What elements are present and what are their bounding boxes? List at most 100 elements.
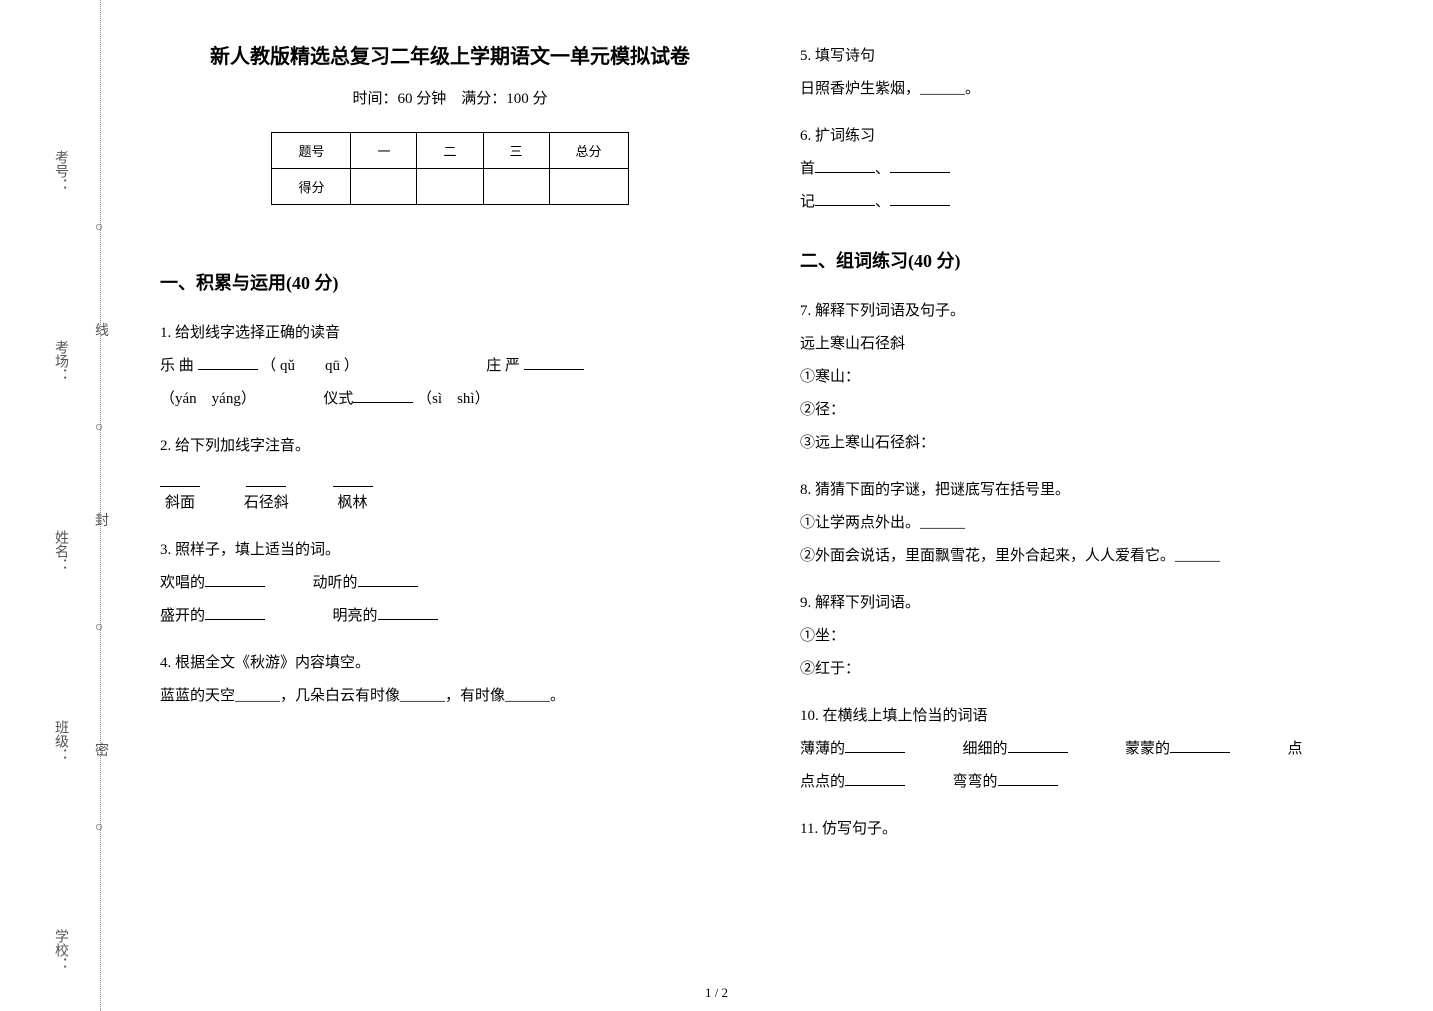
- binding-edge: [60, 0, 140, 1011]
- pinyin-stack: 石径斜: [244, 469, 289, 520]
- binding-label-school: 学校：: [50, 929, 70, 971]
- blank: [890, 191, 950, 206]
- score-cell: [417, 169, 483, 205]
- exam-title: 新人教版精选总复习二年级上学期语文一单元模拟试卷: [160, 40, 740, 69]
- q6-line2: 记、: [800, 186, 1380, 219]
- circle-marker: ○: [95, 420, 103, 436]
- score-cell: [483, 169, 549, 205]
- q2-word: 石径斜: [244, 487, 289, 520]
- q6-line1: 首、: [800, 153, 1380, 186]
- q10-word: 薄薄的: [800, 741, 845, 757]
- score-cell: [549, 169, 628, 205]
- q10-word: 蒙蒙的: [1125, 741, 1170, 757]
- q1-word: 乐 曲: [160, 358, 194, 374]
- blank: [845, 738, 905, 753]
- question-5: 5. 填写诗句 日照香炉生紫烟，______。: [800, 40, 1380, 106]
- question-1: 1. 给划线字选择正确的读音 乐 曲 （ qǔ qū ） 庄 严 （yán yá…: [160, 317, 740, 416]
- score-table: 题号 一 二 三 总分 得分: [271, 132, 628, 205]
- q2-word: 斜面: [165, 487, 195, 520]
- q3-line1: 欢唱的 动听的: [160, 567, 740, 600]
- circle-marker: ○: [95, 220, 103, 236]
- question-8: 8. 猜猜下面的字谜，把谜底写在括号里。 ①让学两点外出。______ ②外面会…: [800, 474, 1380, 573]
- q3-line2: 盛开的 明亮的: [160, 600, 740, 633]
- binding-label-room: 考场：: [50, 340, 70, 382]
- q7-stem: 7. 解释下列词语及句子。: [800, 295, 1380, 328]
- score-col: 三: [483, 133, 549, 169]
- question-4: 4. 根据全文《秋游》内容填空。 蓝蓝的天空______，几朵白云有时像____…: [160, 647, 740, 713]
- page-number: 1 / 2: [705, 985, 728, 1001]
- q5-line: 日照香炉生紫烟，______。: [800, 73, 1380, 106]
- q7-line: ②径：: [800, 394, 1380, 427]
- blank: [378, 605, 438, 620]
- q4-line: 蓝蓝的天空______，几朵白云有时像______，有时像______。: [160, 680, 740, 713]
- blank: [205, 605, 265, 620]
- q1-word: 仪式: [323, 391, 353, 407]
- q1-options: （sì shì）: [417, 391, 490, 407]
- score-col: 一: [351, 133, 417, 169]
- section-heading: 一、积累与运用(40 分): [160, 269, 740, 295]
- q7-line: 远上寒山石径斜: [800, 328, 1380, 361]
- question-10: 10. 在横线上填上恰当的词语 薄薄的 细细的 蒙蒙的 点 点点的 弯弯的: [800, 700, 1380, 799]
- score-row-label: 得分: [272, 169, 351, 205]
- q10-word: 点点的: [800, 774, 845, 790]
- left-column: 新人教版精选总复习二年级上学期语文一单元模拟试卷 时间：60 分钟 满分：100…: [160, 40, 740, 970]
- q6-word: 记: [800, 194, 815, 210]
- q7-line: ①寒山：: [800, 361, 1380, 394]
- question-7: 7. 解释下列词语及句子。 远上寒山石径斜 ①寒山： ②径： ③远上寒山石径斜：: [800, 295, 1380, 460]
- score-col: 题号: [272, 133, 351, 169]
- q10-word: 点: [1288, 741, 1303, 757]
- q7-line: ③远上寒山石径斜：: [800, 427, 1380, 460]
- binding-label-class: 班级：: [50, 720, 70, 762]
- blank: [205, 572, 265, 587]
- question-9: 9. 解释下列词语。 ①坐： ②红于：: [800, 587, 1380, 686]
- pinyin-stack: 枫林: [333, 469, 373, 520]
- table-row: 题号 一 二 三 总分: [272, 133, 628, 169]
- blank: [1170, 738, 1230, 753]
- score-col: 二: [417, 133, 483, 169]
- pinyin-stack: 斜面: [160, 469, 200, 520]
- blank: [998, 771, 1058, 786]
- q10-line2: 点点的 弯弯的: [800, 766, 1380, 799]
- question-6: 6. 扩词练习 首、 记、: [800, 120, 1380, 219]
- q3-word: 动听的: [313, 575, 358, 591]
- dotted-line: [100, 0, 101, 1011]
- q3-word: 盛开的: [160, 608, 205, 624]
- blank: [333, 469, 373, 487]
- blank: [160, 469, 200, 487]
- q1-line2: （yán yáng） 仪式 （sì shì）: [160, 383, 740, 416]
- blank: [524, 355, 584, 370]
- q3-stem: 3. 照样子，填上适当的词。: [160, 534, 740, 567]
- q9-line: ①坐：: [800, 620, 1380, 653]
- binding-label-id: 考号：: [50, 150, 70, 192]
- q2-words: 斜面 石径斜 枫林: [160, 469, 740, 520]
- score-col: 总分: [549, 133, 628, 169]
- q1-line1: 乐 曲 （ qǔ qū ） 庄 严: [160, 350, 740, 383]
- q10-stem: 10. 在横线上填上恰当的词语: [800, 700, 1380, 733]
- q10-word: 细细的: [963, 741, 1008, 757]
- binding-label-name: 姓名：: [50, 530, 70, 572]
- blank: [246, 469, 286, 487]
- score-cell: [351, 169, 417, 205]
- blank: [198, 355, 258, 370]
- blank: [845, 771, 905, 786]
- blank: [358, 572, 418, 587]
- q11-stem: 11. 仿写句子。: [800, 813, 1380, 846]
- blank: [815, 158, 875, 173]
- q10-word: 弯弯的: [953, 774, 998, 790]
- seal-marker: 密: [95, 740, 109, 760]
- question-3: 3. 照样子，填上适当的词。 欢唱的 动听的 盛开的 明亮的: [160, 534, 740, 633]
- page-body: 新人教版精选总复习二年级上学期语文一单元模拟试卷 时间：60 分钟 满分：100…: [160, 40, 1400, 970]
- blank: [353, 388, 413, 403]
- q3-word: 明亮的: [333, 608, 378, 624]
- q10-line1: 薄薄的 细细的 蒙蒙的 点: [800, 733, 1380, 766]
- blank: [815, 191, 875, 206]
- q2-word: 枫林: [338, 487, 368, 520]
- right-column: 5. 填写诗句 日照香炉生紫烟，______。 6. 扩词练习 首、 记、 二、…: [800, 40, 1380, 970]
- q1-stem: 1. 给划线字选择正确的读音: [160, 317, 740, 350]
- q8-stem: 8. 猜猜下面的字谜，把谜底写在括号里。: [800, 474, 1380, 507]
- q1-options: （yán yáng）: [160, 391, 256, 407]
- question-2: 2. 给下列加线字注音。 斜面 石径斜 枫林: [160, 430, 740, 520]
- blank: [1008, 738, 1068, 753]
- question-11: 11. 仿写句子。: [800, 813, 1380, 846]
- q6-word: 首: [800, 161, 815, 177]
